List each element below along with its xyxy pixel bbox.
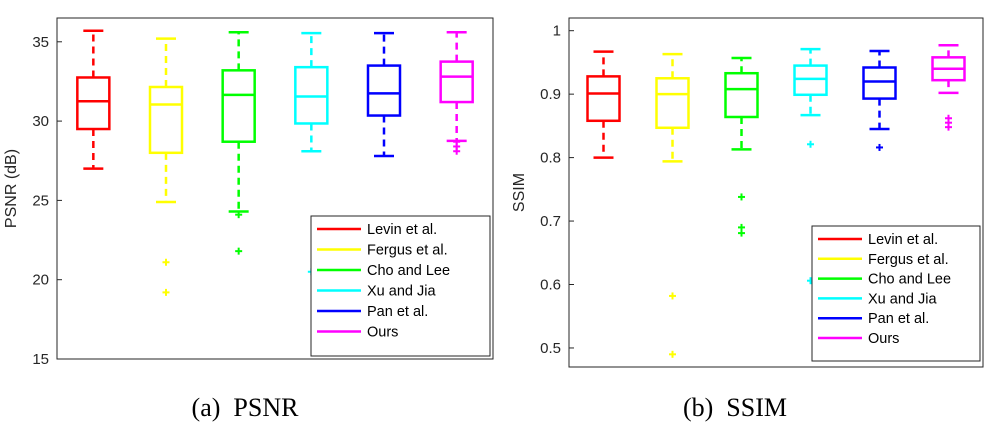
legend-label: Xu and Jia	[367, 284, 436, 300]
y-tick-label: 30	[32, 113, 49, 130]
box-fergus-et-al-	[655, 52, 690, 358]
legend-entry: Ours	[818, 331, 899, 347]
ssim-caption: (b) SSIM	[683, 393, 787, 422]
outlier-marker	[162, 258, 170, 266]
y-tick-label: 15	[32, 351, 49, 368]
box-iqr	[862, 66, 897, 100]
outlier-marker	[235, 211, 243, 219]
box-fergus-et-al-	[148, 37, 184, 296]
box-iqr	[439, 60, 474, 104]
psnr-y-axis-label: PSNR (dB)	[3, 149, 20, 228]
outlier-marker	[945, 123, 952, 131]
box-iqr	[148, 85, 184, 155]
legend-entry: Cho and Lee	[317, 263, 450, 279]
legend-entry: Xu and Jia	[818, 291, 937, 307]
legend-entry: Ours	[317, 325, 398, 341]
legend-label: Levin et al.	[367, 222, 437, 238]
box-cho-and-lee	[221, 31, 256, 255]
y-tick-label: 35	[32, 34, 49, 51]
outlier-marker	[738, 193, 745, 201]
box-iqr	[655, 77, 690, 130]
box-iqr	[221, 69, 256, 143]
box-pan-et-al-	[862, 49, 897, 151]
y-tick-label: 0.6	[540, 277, 561, 294]
box-iqr	[793, 64, 828, 97]
box-levin-et-al-	[76, 29, 111, 170]
legend-label: Levin et al.	[868, 232, 938, 248]
box-levin-et-al-	[586, 50, 621, 159]
ssim-y-ticks: 0.5 0.6 0.7 0.8 0.9 1	[540, 23, 574, 357]
legend-entry: Levin et al.	[818, 232, 938, 248]
outlier-marker	[235, 247, 243, 255]
legend-label: Pan et al.	[367, 304, 428, 320]
box-iqr	[366, 64, 402, 117]
ssim-legend: Levin et al. Fergus et al. Cho and Lee Xu a…	[811, 225, 981, 362]
ssim-y-axis-label: SSIM	[511, 173, 528, 212]
box-iqr	[586, 75, 621, 123]
outlier-marker	[669, 292, 676, 300]
legend-label: Ours	[868, 331, 899, 347]
y-tick-label: 0.8	[540, 150, 561, 167]
legend-label: Ours	[367, 325, 398, 341]
outlier-marker	[669, 350, 676, 358]
box-ours	[931, 44, 966, 131]
outlier-marker	[807, 140, 814, 148]
box-iqr	[76, 76, 111, 131]
psnr-legend: Levin et al. Fergus et al. Cho and Lee Xu a…	[310, 215, 491, 357]
y-tick-label: 0.7	[540, 213, 561, 230]
ssim-boxes	[586, 44, 966, 358]
y-tick-label: 1	[553, 23, 561, 40]
legend-label: Fergus et al.	[367, 243, 448, 259]
y-tick-label: 0.9	[540, 86, 561, 103]
box-pan-et-al-	[366, 31, 402, 158]
box-ours	[439, 31, 474, 155]
legend-entry: Fergus et al.	[317, 243, 448, 259]
legend-label: Pan et al.	[868, 311, 929, 327]
legend-label: Xu and Jia	[868, 291, 937, 307]
outlier-marker	[876, 143, 883, 151]
legend-entry: Pan et al.	[818, 311, 929, 327]
legend-entry: Cho and Lee	[818, 272, 951, 288]
psnr-y-ticks: 15 20 25 30 35	[32, 34, 62, 368]
legend-entry: Fergus et al.	[818, 252, 949, 268]
y-tick-label: 20	[32, 272, 49, 289]
legend-entry: Pan et al.	[317, 304, 428, 320]
ssim-chart-panel: 0.5 0.6 0.7 0.8 0.9 1 SSIM Levin et al. Fergus…	[511, 17, 984, 422]
y-tick-label: 0.5	[540, 340, 561, 357]
y-tick-label: 25	[32, 192, 49, 209]
box-xu-and-jia	[294, 31, 329, 276]
legend-entry: Xu and Jia	[317, 284, 436, 300]
outlier-marker	[162, 288, 170, 296]
psnr-chart-panel: 15 20 25 30 35 PSNR (dB) Levin et al. Fergus …	[3, 17, 494, 422]
legend-label: Fergus et al.	[868, 252, 949, 268]
box-iqr	[724, 71, 759, 119]
legend-entry: Levin et al.	[317, 222, 437, 238]
psnr-boxes	[76, 29, 474, 296]
legend-label: Cho and Lee	[367, 263, 450, 279]
box-cho-and-lee	[724, 56, 759, 237]
outlier-marker	[738, 229, 745, 237]
outlier-marker	[453, 147, 461, 155]
psnr-caption: (a) PSNR	[192, 393, 300, 422]
legend-label: Cho and Lee	[868, 272, 951, 288]
